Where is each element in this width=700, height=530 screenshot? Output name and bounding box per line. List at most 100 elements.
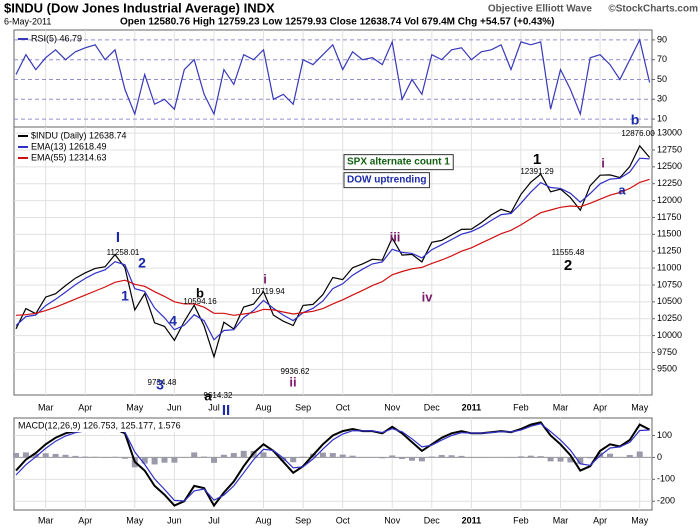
annotation: i — [601, 155, 605, 170]
quote: Open 12580.76 High 12759.23 Low 12579.93… — [120, 17, 555, 28]
histogram-bar — [587, 457, 594, 459]
histogram-bar — [161, 457, 168, 463]
histogram-bar — [230, 453, 237, 458]
annotation: II — [222, 402, 230, 419]
histogram-bar — [517, 456, 524, 458]
histogram-bar — [428, 456, 435, 458]
histogram-bar — [290, 457, 297, 463]
macd-legend: MACD(12,26,9) 126.753, 125.177, 1.576 — [18, 420, 181, 430]
histogram-bar — [319, 452, 326, 458]
source: Objective Elliott Wave — [488, 4, 593, 15]
histogram-bar — [567, 457, 574, 463]
annotation: 12391.29 — [520, 167, 554, 176]
legend-label: EMA(13) 12618.49 — [31, 141, 107, 151]
x-tick-label: Mar — [38, 515, 54, 525]
y-tick-label: 70 — [657, 54, 667, 64]
y-tick-label: 50 — [657, 74, 667, 84]
histogram-bar — [458, 455, 465, 458]
histogram-bar — [547, 457, 554, 462]
x-tick-label: Apr — [593, 515, 607, 525]
y-tick-label: 11250 — [657, 246, 681, 256]
annotation: 2 — [564, 257, 572, 274]
y-tick-label: -200 — [657, 496, 675, 506]
annotation: I — [116, 229, 120, 246]
annotation: 10594.16 — [183, 297, 217, 306]
histogram-bar — [399, 457, 406, 459]
annotation: 1 — [533, 151, 541, 168]
x-tick-label: Jun — [167, 402, 182, 412]
annotation-box — [343, 172, 430, 189]
histogram-bar — [201, 456, 208, 458]
histogram-bar — [409, 457, 415, 461]
histogram-bar — [220, 454, 227, 458]
copyright: ©StockCharts.com — [608, 4, 698, 15]
y-tick-label: 9500 — [657, 364, 677, 374]
annotation: i — [263, 271, 267, 286]
y-tick-label: -100 — [657, 474, 675, 484]
legend-label: $INDU (Daily) 12638.74 — [31, 130, 127, 140]
histogram-bar — [121, 457, 128, 459]
annotation: 2 — [138, 255, 146, 271]
x-tick-label: Mar — [553, 515, 569, 525]
histogram-bar — [557, 457, 564, 462]
x-tick-label: Aug — [255, 515, 271, 525]
x-tick-label: Nov — [384, 515, 401, 525]
histogram-bar — [240, 450, 247, 458]
histogram-bar — [379, 457, 386, 459]
y-tick-label: 11500 — [657, 229, 681, 239]
x-tick-label: Oct — [336, 515, 351, 525]
histogram-bar — [607, 453, 613, 458]
y-tick-label: 10750 — [657, 279, 682, 289]
x-tick-label: Mar — [553, 402, 569, 412]
annotation: 10719.94 — [251, 287, 285, 296]
panel — [13, 417, 653, 511]
y-tick-label: 12250 — [657, 178, 682, 188]
y-tick-label: 12500 — [657, 161, 682, 171]
series-line — [15, 178, 650, 316]
annotation: b — [631, 112, 640, 128]
annotation: b — [196, 285, 204, 300]
annotation: ii — [289, 374, 296, 389]
histogram-bar — [339, 454, 346, 458]
histogram-bar — [211, 457, 217, 463]
histogram-bar — [389, 455, 396, 458]
annotation: 1 — [121, 288, 129, 304]
x-tick-label: Sep — [295, 402, 311, 412]
x-tick-label: Apr — [593, 402, 607, 412]
histogram-bar — [82, 456, 89, 458]
legend-bg — [15, 420, 200, 432]
annotation: iv — [422, 289, 434, 304]
x-tick-label: Mar — [38, 402, 54, 412]
x-tick-label: Apr — [78, 515, 92, 525]
symbol: $INDU (Dow Jones Industrial Average) IND… — [4, 0, 275, 15]
y-tick-label: 10250 — [657, 313, 682, 323]
histogram-bar — [171, 457, 178, 463]
x-tick-label: 2011 — [462, 515, 482, 525]
histogram-bar — [448, 455, 455, 458]
x-tick-label: Nov — [384, 402, 401, 412]
x-tick-label: Dec — [424, 402, 441, 412]
y-tick-label: 100 — [657, 430, 672, 440]
x-tick-label: May — [126, 402, 144, 412]
y-tick-label: 12750 — [657, 144, 682, 154]
histogram-bar — [260, 452, 267, 458]
annotation: 12876.00 — [621, 129, 655, 138]
histogram-bar — [151, 457, 158, 465]
annotation: DOW uptrending — [347, 175, 426, 186]
x-tick-label: Apr — [78, 402, 92, 412]
x-tick-label: Dec — [424, 515, 441, 525]
histogram-bar — [22, 452, 29, 458]
annotation: 4 — [169, 313, 177, 329]
annotation: 9936.62 — [281, 367, 310, 376]
y-tick-label: 11750 — [657, 212, 681, 222]
histogram-bar — [636, 451, 643, 458]
x-tick-label: May — [631, 402, 649, 412]
histogram-bar — [329, 453, 336, 458]
histogram-bar — [577, 457, 584, 465]
x-tick-label: Jul — [208, 515, 220, 525]
histogram-bar — [300, 456, 307, 458]
y-tick-label: 13000 — [657, 127, 682, 137]
y-tick-label: 90 — [657, 34, 667, 44]
histogram-bar — [42, 453, 49, 458]
